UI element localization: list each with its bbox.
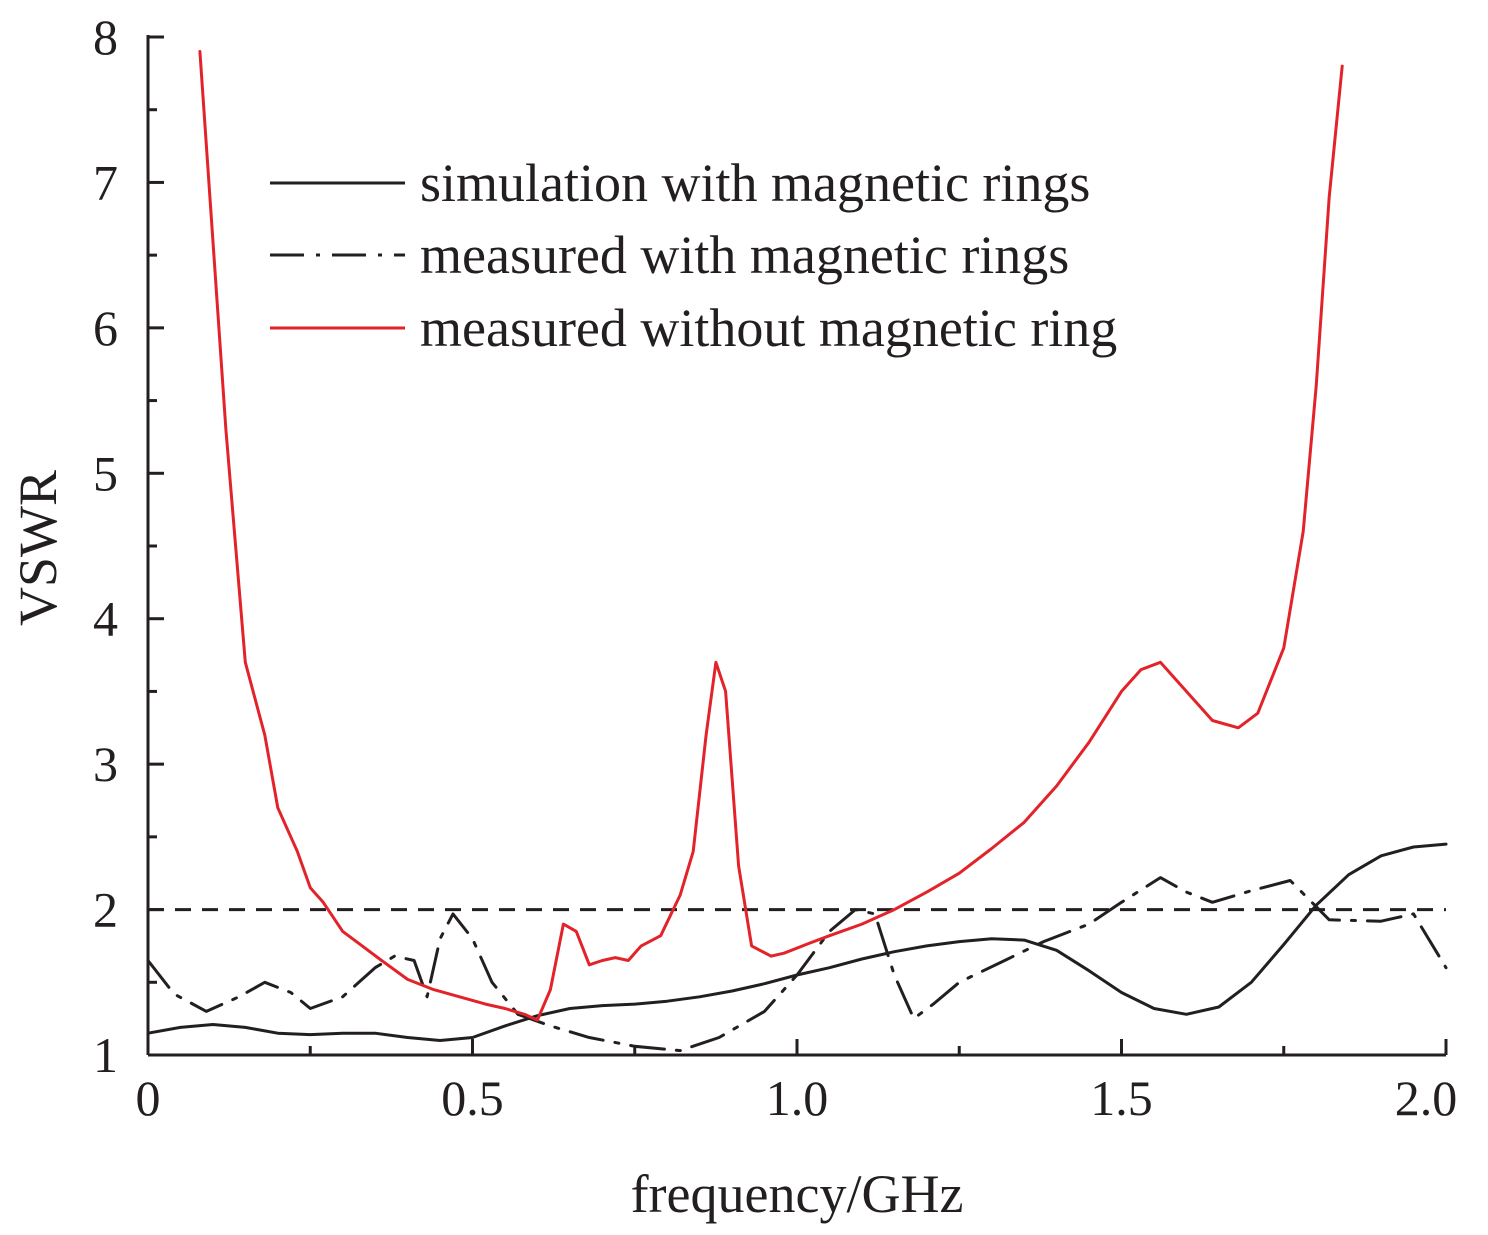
series-line-simulation (146, 842, 1448, 1042)
series-line-measured-without (198, 50, 1344, 1022)
y-tick-label: 7 (93, 154, 118, 210)
y-tick-label: 8 (93, 9, 118, 65)
legend: simulation with magnetic rings measured … (270, 153, 1117, 358)
axes-layer: 1 2 3 4 5 6 7 8 0 0.5 1.0 1.5 2.0 (93, 9, 1457, 1126)
y-axis-title: VSWR (8, 470, 68, 626)
series-line-measured-with (146, 876, 1448, 1053)
x-tick-label: 2.0 (1395, 1070, 1458, 1126)
legend-label-measured-with: measured with magnetic rings (420, 225, 1069, 285)
y-tick-label: 1 (93, 1027, 118, 1083)
y-tick-label: 6 (93, 300, 118, 356)
series-layer (146, 50, 1448, 1053)
y-tick-label: 5 (93, 445, 118, 501)
y-tick-label: 2 (93, 882, 118, 938)
x-tick-label: 1.0 (766, 1070, 829, 1126)
legend-label-simulation: simulation with magnetic rings (420, 153, 1090, 213)
x-tick-label: 1.5 (1090, 1070, 1153, 1126)
x-tick-label: 0.5 (441, 1070, 504, 1126)
x-tick-label: 0 (136, 1070, 161, 1126)
legend-label-measured-without: measured without magnetic ring (420, 298, 1117, 358)
y-tick-label: 4 (93, 591, 118, 647)
y-tick-label: 3 (93, 736, 118, 792)
x-axis-title: frequency/GHz (631, 1164, 964, 1224)
